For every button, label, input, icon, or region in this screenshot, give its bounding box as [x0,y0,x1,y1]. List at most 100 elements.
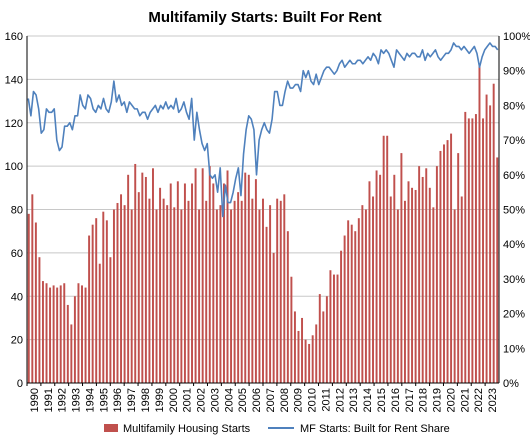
bar [269,205,272,383]
y2-tick-label: 70% [503,135,525,147]
bar [191,183,193,383]
legend: Multifamily Housing Starts MF Starts: Bu… [104,423,450,435]
y2-tick-label: 10% [503,343,525,355]
x-tick-label: 2006 [251,388,263,412]
bar [464,111,467,383]
bar [173,207,176,383]
x-tick-label: 1999 [154,388,166,412]
bar [215,209,218,383]
right-axis-ticks: 0% 10% 20% 30% 40% 50% 60% 70% 80% 90% 100% [503,31,530,390]
bar [123,205,126,383]
bar [144,176,147,383]
bar [336,274,339,383]
x-tick-label: 2004 [223,388,235,412]
bar [148,198,151,383]
bar [457,153,460,383]
y-tick-label: 120 [5,118,23,130]
x-tick-label: 2014 [362,388,374,412]
bar [222,183,225,383]
x-tick-label: 2019 [432,388,444,412]
bar [297,330,300,383]
x-tick-label: 2018 [418,388,430,412]
x-tick-label: 2016 [390,388,402,412]
bar [130,209,133,383]
bar [201,168,204,383]
bar [162,198,165,383]
bar [435,166,438,384]
bar [244,172,247,383]
bar [205,200,208,383]
bar [325,296,328,383]
bar [152,168,154,383]
bar [272,252,275,384]
bar [91,224,94,383]
bar [212,183,215,383]
bar [450,133,453,383]
x-tick-label: 2007 [265,388,277,412]
y-tick-label: 100 [5,161,23,173]
bar [428,187,431,383]
bar [279,200,282,383]
bar [41,281,44,383]
bar [432,207,435,383]
left-axis-ticks: 0 20 40 60 80 100 120 140 160 [5,31,23,390]
bar [127,174,130,383]
bar [112,209,115,383]
legend-label-line: MF Starts: Built for Rent Share [300,423,450,435]
bar [474,114,477,383]
y2-tick-label: 100% [503,31,530,43]
bar [120,194,123,383]
x-tick-label: 2000 [168,388,180,412]
bar [102,211,105,383]
bar [315,324,318,383]
bar [169,183,172,383]
bar [166,205,169,383]
bar-series [27,64,499,384]
bar [198,209,201,383]
bar [258,209,261,383]
y2-tick-label: 50% [503,205,525,217]
bar [70,324,73,383]
bar [361,205,364,383]
y-tick-label: 160 [5,31,23,43]
x-tick-label: 1996 [112,388,124,412]
bar [403,200,406,383]
x-tick-label: 2013 [348,388,360,412]
bar [183,183,186,383]
bar [265,226,268,383]
bar [247,174,250,383]
y2-tick-label: 0% [503,378,519,390]
bar [63,283,66,383]
bar [368,181,371,383]
bar [492,83,495,384]
bar [77,283,80,383]
bar [34,222,37,383]
bar [343,235,346,383]
y-tick-label: 60 [11,248,23,260]
bar [386,135,389,383]
bar [393,174,396,383]
x-tick-label: 2002 [196,388,208,412]
bar [116,202,119,383]
bar [340,250,343,383]
x-tick-label: 2020 [445,388,457,412]
bar [478,64,481,383]
bar [155,209,158,383]
bar [460,196,463,383]
bar [311,335,314,383]
x-tick-label: 1995 [98,388,110,412]
bar [109,257,112,383]
bar [52,285,55,383]
chart-title: Multifamily Starts: Built For Rent [148,9,381,26]
bar [240,200,243,383]
bar [301,317,304,383]
bar [414,189,417,383]
bar [443,144,445,383]
bar [357,218,360,383]
legend-swatch-bars [104,424,118,432]
bar [45,283,48,383]
bar [467,118,470,383]
bar [471,118,474,383]
